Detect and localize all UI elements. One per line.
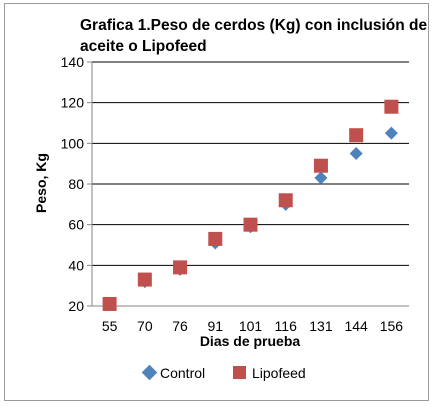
legend-lipofeed-marker: [233, 366, 246, 379]
legend-control-label: Control: [160, 365, 205, 381]
legend-lipofeed-label: Lipofeed: [252, 365, 306, 381]
x-tick-label-70: 70: [137, 318, 153, 334]
x-tick-label-116: 116: [275, 318, 298, 334]
marker-lipofeed-116: [278, 193, 293, 208]
gridlines: [92, 61, 409, 266]
y-tick-label-80: 80: [68, 176, 84, 192]
y-tick-label-140: 140: [61, 54, 85, 70]
marker-lipofeed-101: [243, 217, 258, 232]
marker-lipofeed-91: [208, 231, 223, 246]
x-tick-label-91: 91: [207, 318, 223, 334]
y-tick-label-60: 60: [68, 217, 84, 233]
marker-control-144: [349, 147, 363, 160]
marker-lipofeed-76: [173, 260, 188, 275]
marker-lipofeed-144: [349, 128, 364, 143]
x-tick-label-156: 156: [380, 318, 404, 334]
marker-control-131: [314, 171, 328, 185]
legend-control-marker: [141, 364, 158, 381]
marker-lipofeed-55: [102, 296, 117, 311]
x-tick-label-131: 131: [309, 318, 333, 334]
marker-lipofeed-70: [137, 272, 152, 287]
axes: [87, 61, 409, 307]
y-tick-label-40: 40: [68, 257, 84, 273]
data-markers: [102, 99, 399, 311]
x-tick-labels: 55 70 76 91 101 116 131 144 156: [102, 318, 403, 334]
marker-lipofeed-131: [313, 158, 328, 173]
y-axis-title: Peso, Kg: [33, 153, 49, 213]
legend: Control Lipofeed: [141, 364, 306, 381]
chart-frame: [4, 3, 429, 401]
y-tick-label-20: 20: [68, 298, 84, 314]
marker-control-156: [384, 126, 398, 140]
chart-title-line-1: Grafica 1.Peso de cerdos (Kg) con inclus…: [80, 17, 427, 34]
x-axis-title: Dias de prueba: [200, 333, 301, 349]
x-tick-label-76: 76: [172, 318, 188, 334]
y-tick-label-120: 120: [61, 95, 85, 111]
x-tick-label-55: 55: [102, 318, 118, 334]
marker-lipofeed-156: [384, 99, 399, 114]
x-tick-label-101: 101: [239, 318, 263, 334]
x-tick-label-144: 144: [344, 318, 368, 334]
y-tick-label-100: 100: [61, 135, 85, 151]
chart-title-line-2: aceite o Lipofeed: [80, 38, 207, 55]
y-tick-labels: 20 40 60 80 100 120 140: [61, 54, 85, 314]
